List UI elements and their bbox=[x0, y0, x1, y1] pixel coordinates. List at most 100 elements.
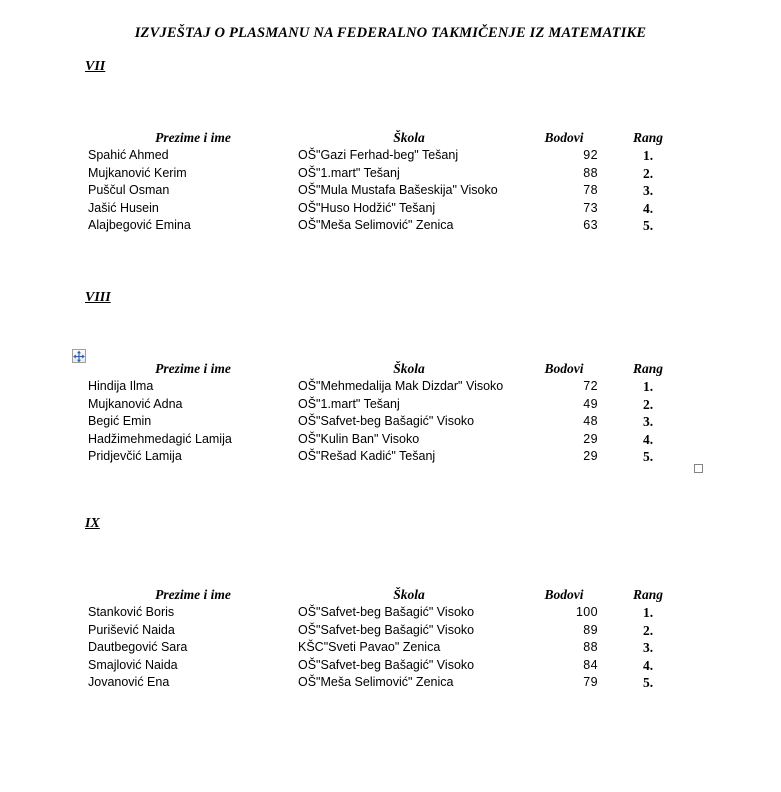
school-name: KŠC"Sveti Pavao" Zenica bbox=[298, 640, 441, 654]
school-name: OŠ"Safvet-beg Bašagić" Visoko bbox=[298, 657, 475, 672]
student-name: Purišević Naida bbox=[88, 622, 175, 637]
points-value: 78 bbox=[583, 183, 598, 197]
school-name: OŠ"Meša Selimović" Zenica bbox=[298, 218, 454, 232]
points-value: 88 bbox=[583, 640, 598, 654]
points-value: 29 bbox=[583, 449, 598, 463]
points-value: 63 bbox=[583, 218, 598, 232]
rank-value: 2. bbox=[642, 622, 654, 638]
points-value: 29 bbox=[583, 431, 598, 446]
student-name: Pridjevčić Lamija bbox=[88, 449, 182, 463]
section-heading-ix: IX bbox=[85, 516, 100, 531]
school-name: OŠ"1.mart" Tešanj bbox=[298, 396, 400, 411]
table-row: Jovanović Ena OŠ"Meša Selimović" Zenica … bbox=[88, 674, 688, 692]
school-name: OŠ"Kulin Ban" Visoko bbox=[298, 431, 420, 446]
table-row: Jašić Husein OŠ"Huso Hodžić" Tešanj 73 4… bbox=[88, 200, 688, 218]
column-header-points: Bodovi bbox=[544, 587, 584, 602]
school-name: OŠ"Rešad Kadić" Tešanj bbox=[298, 449, 436, 463]
points-value: 100 bbox=[575, 605, 598, 619]
column-header-name: Prezime i ime bbox=[155, 587, 231, 602]
empty-square-marker bbox=[694, 464, 703, 473]
section-heading-vii: VII bbox=[85, 59, 106, 74]
student-name: Jovanović Ena bbox=[88, 675, 170, 689]
column-header-name: Prezime i ime bbox=[155, 361, 231, 376]
results-table-viii: Prezime i ime Škola Bodovi Rang Hindija … bbox=[88, 360, 688, 466]
results-table-ix: Prezime i ime Škola Bodovi Rang Stankovi… bbox=[88, 586, 688, 692]
table-row: Spahić Ahmed OŠ"Gazi Ferhad-beg" Tešanj … bbox=[88, 147, 688, 165]
table-row: Mujkanović Kerim OŠ"1.mart" Tešanj 88 2. bbox=[88, 165, 688, 183]
rank-value: 1. bbox=[642, 148, 654, 163]
student-name: Hindija Ilma bbox=[88, 379, 154, 393]
rank-value: 1. bbox=[642, 605, 654, 620]
school-name: OŠ"Mula Mustafa Bašeskija" Visoko bbox=[298, 183, 498, 197]
table-row: Alajbegović Emina OŠ"Meša Selimović" Zen… bbox=[88, 217, 688, 235]
student-name: Dautbegović Sara bbox=[88, 640, 188, 654]
student-name: Alajbegović Emina bbox=[88, 218, 191, 232]
table-row: Hindija Ilma OŠ"Mehmedalija Mak Dizdar" … bbox=[88, 378, 688, 396]
column-header-name: Prezime i ime bbox=[155, 130, 231, 145]
student-name: Begić Emin bbox=[88, 414, 152, 428]
points-value: 72 bbox=[583, 379, 598, 393]
student-name: Stanković Boris bbox=[88, 605, 175, 619]
table-row: Hadžimehmedagić Lamija OŠ"Kulin Ban" Vis… bbox=[88, 431, 688, 449]
rank-value: 1. bbox=[642, 379, 654, 394]
school-name: OŠ"Huso Hodžić" Tešanj bbox=[298, 200, 436, 215]
points-value: 73 bbox=[583, 200, 598, 215]
page-title: IZVJEŠTAJ O PLASMANU NA FEDERALNO TAKMIČ… bbox=[134, 25, 647, 41]
points-value: 48 bbox=[583, 414, 598, 428]
points-value: 88 bbox=[583, 165, 598, 180]
school-name: OŠ"Meša Selimović" Zenica bbox=[298, 675, 454, 689]
rank-value: 4. bbox=[642, 657, 654, 673]
rank-value: 2. bbox=[642, 396, 654, 412]
school-name: OŠ"Mehmedalija Mak Dizdar" Visoko bbox=[298, 379, 504, 393]
student-name: Spahić Ahmed bbox=[88, 148, 169, 162]
table-row: Mujkanović Adna OŠ"1.mart" Tešanj 49 2. bbox=[88, 396, 688, 414]
section-heading-viii: VIII bbox=[85, 290, 111, 305]
table-row: Purišević Naida OŠ"Safvet-beg Bašagić" V… bbox=[88, 622, 688, 640]
student-name: Hadžimehmedagić Lamija bbox=[88, 431, 232, 446]
table-row: Pridjevčić Lamija OŠ"Rešad Kadić" Tešanj… bbox=[88, 448, 688, 466]
rank-value: 5. bbox=[642, 675, 654, 690]
school-name: OŠ"Gazi Ferhad-beg" Tešanj bbox=[298, 148, 459, 162]
school-name: OŠ"Safvet-beg Bašagić" Visoko bbox=[298, 414, 475, 428]
rank-value: 3. bbox=[642, 183, 654, 198]
column-header-rank: Rang bbox=[632, 361, 663, 376]
rank-value: 5. bbox=[642, 218, 654, 233]
column-header-school: Škola bbox=[393, 587, 425, 602]
table-row: Puščul Osman OŠ"Mula Mustafa Bašeskija" … bbox=[88, 182, 688, 200]
rank-value: 3. bbox=[642, 414, 654, 429]
student-name: Mujkanović Kerim bbox=[88, 165, 187, 180]
points-value: 84 bbox=[583, 657, 598, 672]
student-name: Puščul Osman bbox=[88, 183, 170, 197]
column-header-rank: Rang bbox=[632, 130, 663, 145]
table-header-row: Prezime i ime Škola Bodovi Rang bbox=[88, 129, 688, 147]
table-row: Smajlović Naida OŠ"Safvet-beg Bašagić" V… bbox=[88, 657, 688, 675]
rank-value: 3. bbox=[642, 640, 654, 655]
table-row: Stanković Boris OŠ"Safvet-beg Bašagić" V… bbox=[88, 604, 688, 622]
student-name: Smajlović Naida bbox=[88, 657, 178, 672]
points-value: 49 bbox=[583, 396, 598, 411]
school-name: OŠ"Safvet-beg Bašagić" Visoko bbox=[298, 622, 475, 637]
rank-value: 4. bbox=[642, 200, 654, 216]
column-header-points: Bodovi bbox=[544, 361, 584, 376]
rank-value: 4. bbox=[642, 431, 654, 447]
table-row: Begić Emin OŠ"Safvet-beg Bašagić" Visoko… bbox=[88, 413, 688, 431]
table-row: Dautbegović Sara KŠC"Sveti Pavao" Zenica… bbox=[88, 639, 688, 657]
column-header-rank: Rang bbox=[632, 587, 663, 602]
school-name: OŠ"Safvet-beg Bašagić" Visoko bbox=[298, 605, 475, 619]
student-name: Mujkanović Adna bbox=[88, 396, 183, 411]
column-header-points: Bodovi bbox=[544, 130, 584, 145]
rank-value: 2. bbox=[642, 165, 654, 181]
table-move-handle-icon[interactable] bbox=[72, 349, 86, 363]
rank-value: 5. bbox=[642, 449, 654, 464]
column-header-school: Škola bbox=[393, 361, 425, 376]
school-name: OŠ"1.mart" Tešanj bbox=[298, 165, 400, 180]
table-header-row: Prezime i ime Škola Bodovi Rang bbox=[88, 586, 688, 604]
move-cross-icon bbox=[73, 350, 85, 362]
student-name: Jašić Husein bbox=[88, 200, 159, 215]
points-value: 92 bbox=[583, 148, 598, 162]
column-header-school: Škola bbox=[393, 130, 425, 145]
points-value: 79 bbox=[583, 675, 598, 689]
table-header-row: Prezime i ime Škola Bodovi Rang bbox=[88, 360, 688, 378]
points-value: 89 bbox=[583, 622, 598, 637]
